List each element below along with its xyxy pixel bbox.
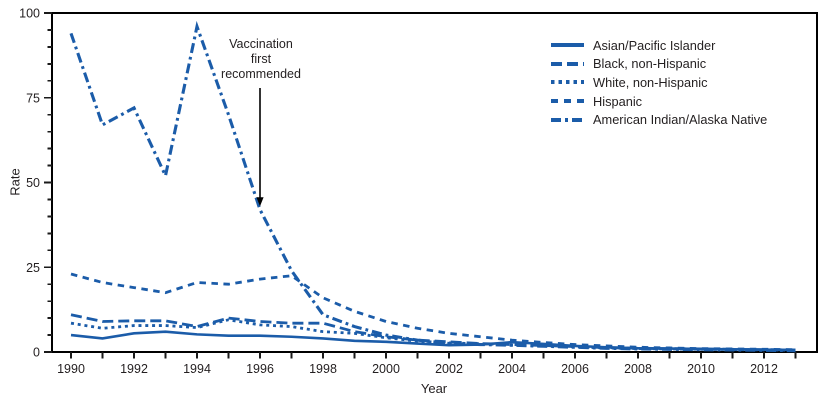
legend-line-sample	[551, 117, 584, 122]
x-tick-label: 2004	[498, 362, 526, 376]
x-tick-label: 2006	[561, 362, 589, 376]
x-tick-label: 2010	[687, 362, 715, 376]
legend-item-black-non-hispanic: Black, non-Hispanic	[551, 55, 767, 74]
legend-item-hispanic: Hispanic	[551, 92, 767, 111]
x-tick-label: 1994	[183, 362, 211, 376]
annotation-line: recommended	[221, 67, 301, 81]
legend-label: Asian/Pacific Islander	[593, 37, 716, 53]
legend-line-sample	[551, 80, 584, 85]
legend-line-sample	[551, 43, 584, 48]
series-line-hispanic	[70, 272, 796, 352]
y-tick-label: 75	[26, 91, 40, 105]
x-tick-label: 1992	[120, 362, 148, 376]
x-tick-label: 2002	[435, 362, 463, 376]
y-axis-title: Rate	[7, 168, 23, 196]
legend-item-american-indian-alaska-native: American Indian/Alaska Native	[551, 110, 767, 129]
legend-label: White, non-Hispanic	[593, 74, 708, 90]
annotation-line: first	[250, 52, 272, 66]
legend-item-asian-pacific-islander: Asian/Pacific Islander	[551, 36, 767, 55]
legend-line-sample	[551, 99, 584, 104]
x-tick-label: 1998	[309, 362, 337, 376]
series-line-american-indian-alaska-native	[69, 20, 796, 353]
x-tick-label: 1990	[57, 362, 85, 376]
x-axis-title: Year	[420, 381, 448, 396]
vaccination-annotation: Vaccination first recommended	[190, 37, 332, 82]
annotation-line: Vaccination	[229, 37, 293, 51]
x-tick-label: 2008	[624, 362, 652, 376]
legend-label: Black, non-Hispanic	[593, 56, 707, 72]
y-tick-label: 25	[26, 261, 40, 275]
x-tick-label: 2000	[372, 362, 400, 376]
plot-frame	[51, 12, 818, 353]
legend-label: Hispanic	[593, 93, 643, 109]
legend-label: American Indian/Alaska Native	[593, 112, 768, 128]
x-tick-label: 2012	[750, 362, 778, 376]
series-line-white-non-hispanic	[70, 318, 796, 352]
legend: Asian/Pacific Islander Black, non-Hispan…	[551, 36, 767, 129]
y-tick-label: 50	[26, 176, 40, 190]
annotation-arrow-head	[256, 197, 264, 207]
x-tick-label: 1996	[246, 362, 274, 376]
y-tick-label: 100	[19, 7, 40, 21]
y-tick-label: 0	[33, 346, 40, 360]
legend-item-white-non-hispanic: White, non-Hispanic	[551, 73, 767, 92]
legend-line-sample	[551, 61, 584, 66]
